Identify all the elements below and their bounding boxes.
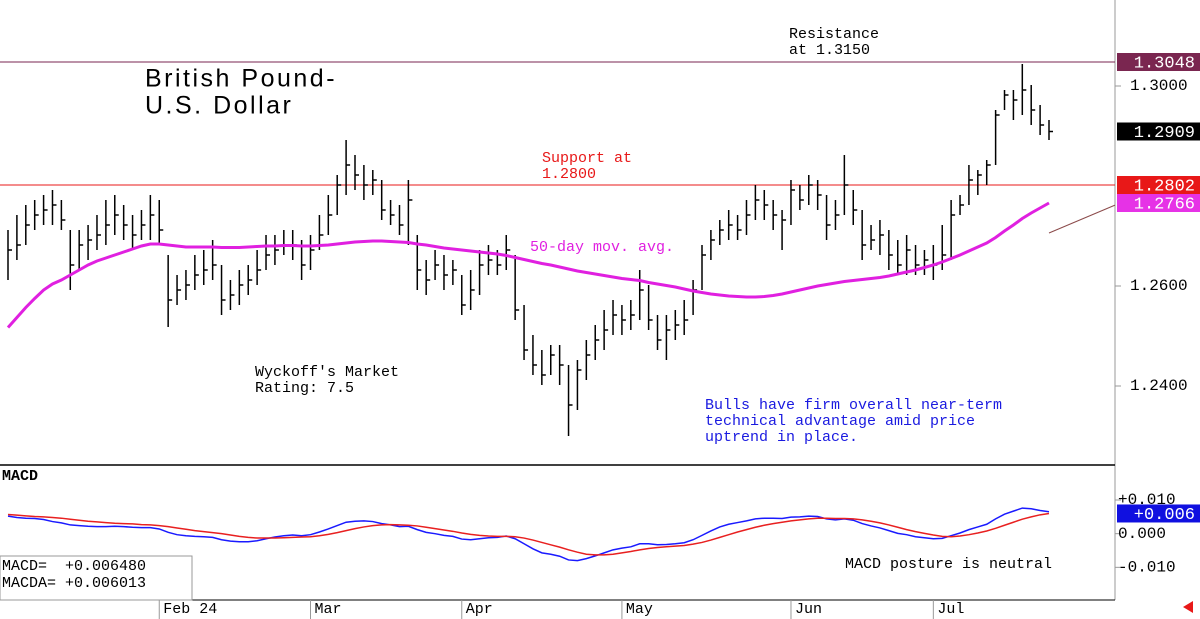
series-line bbox=[6, 201, 1050, 329]
x-tick-label: Jun bbox=[795, 601, 822, 618]
annotation: at 1.3150 bbox=[789, 42, 870, 59]
price-tag bbox=[1117, 53, 1200, 71]
macd-readout-box bbox=[0, 555, 193, 601]
annotation: Bulls have firm overall near-term bbox=[705, 397, 1002, 414]
annotation: MACD posture is neutral bbox=[845, 556, 1052, 573]
y-tick-label: 1.2600 bbox=[1130, 277, 1188, 295]
y-tick-label: 1.2400 bbox=[1130, 377, 1188, 395]
annotation: 1.2800 bbox=[542, 166, 596, 183]
y-tick-label: 0.000 bbox=[1118, 525, 1166, 543]
x-tick-label: Mar bbox=[315, 601, 342, 618]
scroll-arrow[interactable] bbox=[1183, 601, 1193, 613]
chart-title: British Pound- bbox=[145, 65, 337, 93]
macd-title: MACD bbox=[2, 468, 38, 485]
price-tag-label: +0.006 bbox=[1134, 506, 1195, 525]
price-tag-label: 1.2802 bbox=[1134, 177, 1195, 196]
price-tag-label: 1.2766 bbox=[1134, 195, 1195, 214]
annotation: Resistance bbox=[789, 26, 879, 43]
macd-readout: MACDA= +0.006013 bbox=[2, 575, 146, 592]
x-tick-label: Jul bbox=[937, 601, 964, 618]
price-tag-label: 1.2909 bbox=[1134, 124, 1195, 143]
annotation: Wyckoff's Market bbox=[255, 364, 399, 381]
x-tick-label: Apr bbox=[466, 601, 493, 618]
macd-readout: MACD= +0.006480 bbox=[2, 558, 146, 575]
annotation: uptrend in place. bbox=[705, 429, 858, 446]
x-tick-label: May bbox=[626, 601, 653, 618]
price-tag bbox=[1117, 504, 1200, 523]
trendline-extension bbox=[1048, 204, 1116, 234]
series-label: 50-day mov. avg. bbox=[530, 239, 674, 256]
y-tick-label: 1.3000 bbox=[1130, 77, 1188, 95]
x-tick-label: Feb 24 bbox=[163, 601, 217, 618]
price-tag bbox=[1117, 194, 1200, 212]
price-tag bbox=[1117, 176, 1200, 194]
series-line bbox=[7, 512, 1050, 556]
chart-title: U.S. Dollar bbox=[145, 92, 293, 120]
annotation: Rating: 7.5 bbox=[255, 380, 354, 397]
price-tag-label: 1.3048 bbox=[1134, 54, 1195, 73]
series-line bbox=[7, 507, 1050, 562]
y-tick-label: -0.010 bbox=[1118, 559, 1176, 577]
price-tag bbox=[1117, 122, 1200, 141]
annotation: Support at bbox=[542, 150, 632, 167]
annotation: technical advantage amid price bbox=[705, 413, 975, 430]
